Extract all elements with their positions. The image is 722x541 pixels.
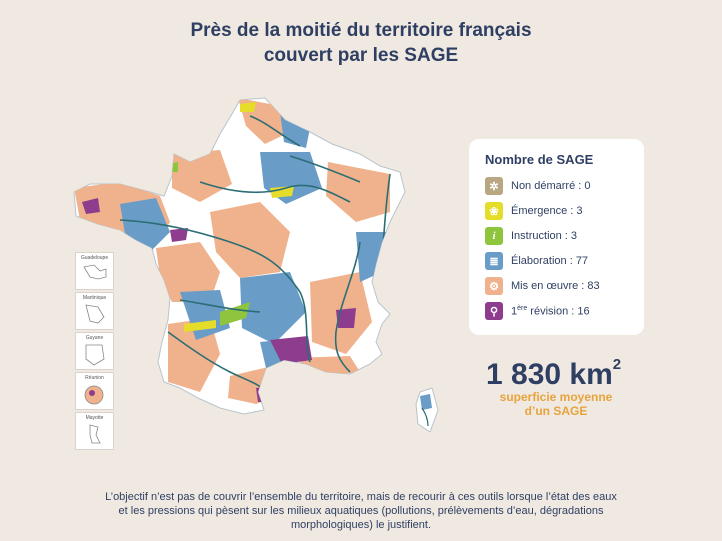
gear-icon: ⚙: [485, 277, 503, 295]
legend-label: Instruction : 3: [511, 230, 578, 242]
river-dordogne: [179, 299, 261, 313]
inset-label: Guyane: [85, 335, 104, 341]
inset-reunion: Réunion: [75, 372, 114, 410]
corsica-zone: [420, 394, 432, 410]
mayotte-shape: [89, 424, 101, 444]
document-icon: ≣: [485, 252, 503, 270]
sprout-icon: ❀: [485, 202, 503, 220]
zone-emergence-1: [240, 102, 256, 112]
zone-aquitaine: [168, 318, 220, 392]
inset-label: Mayotte: [85, 415, 104, 421]
footer-line-2: et les pressions qui pèsent sur les mili…: [118, 505, 604, 517]
zone-provence-purple: [270, 336, 312, 364]
footer-line-3: morphologiques) le justifient.: [290, 519, 432, 531]
martinique-shape: [85, 304, 105, 324]
footer-text: L’objectif n’est pas de couvrir l’ensemb…: [60, 490, 662, 532]
river-garonne: [167, 331, 267, 393]
legend-item-instruction: i Instruction : 3: [485, 226, 577, 246]
legend-label: Élaboration : 77: [511, 255, 589, 267]
inset-guyane: Guyane: [75, 332, 114, 370]
zone-emergence-3: [184, 320, 216, 332]
legend-label: 1ère révision : 16: [511, 304, 590, 318]
inset-mayotte: Mayotte: [75, 412, 114, 450]
legend-item-non-demarre: ✲ Non démarré : 0: [485, 176, 590, 196]
legend-panel: Nombre de SAGE ✲ Non démarré : 0 ❀ Émerg…: [469, 139, 644, 335]
zone-loire: [156, 242, 220, 302]
guadeloupe-shape: [83, 264, 107, 280]
river-marne: [289, 155, 361, 183]
page-title: Près de la moitié du territoire français…: [0, 18, 722, 68]
magnifier-icon: ⚲: [485, 302, 503, 320]
reunion-shape: [84, 385, 104, 405]
info-icon: i: [485, 227, 503, 245]
river-loire: [119, 219, 311, 363]
zone-loire-purple: [170, 228, 188, 242]
zone-emergence-2: [270, 186, 294, 198]
zone-centre: [210, 202, 290, 278]
title-line-1: Près de la moitié du territoire français: [190, 20, 532, 41]
legend-label: Mis en œuvre : 83: [511, 280, 600, 292]
river-rhone: [334, 241, 361, 373]
rivers: [119, 115, 391, 393]
title-line-2: couvert par les SAGE: [263, 45, 459, 66]
inset-label: Réunion: [85, 375, 104, 381]
compass-icon: ✲: [485, 177, 503, 195]
zone-massif-blue: [240, 272, 306, 344]
legend-label: Non démarré : 0: [511, 180, 591, 192]
legend-item-emergence: ❀ Émergence : 3: [485, 201, 583, 221]
footer-line-1: L’objectif n’est pas de couvrir l’ensemb…: [105, 491, 617, 503]
guyane-shape: [85, 344, 105, 366]
zone-normandy: [172, 150, 232, 202]
legend-title: Nombre de SAGE: [485, 152, 594, 167]
france-map: [73, 97, 439, 432]
inset-martinique: Martinique: [75, 292, 114, 330]
legend-item-mis-en-oeuvre: ⚙ Mis en œuvre : 83: [485, 276, 600, 296]
average-area-value: 1 830 km2: [486, 356, 622, 391]
river-seine: [199, 181, 351, 203]
zone-east: [326, 162, 390, 222]
river-somme: [249, 115, 301, 147]
sage-zones: [74, 98, 390, 404]
zone-alps-blue: [356, 232, 390, 282]
inset-guadeloupe: Guadeloupe: [75, 252, 114, 290]
zone-instruction-1: [220, 302, 250, 326]
corsica-river: [421, 407, 429, 427]
zone-alps-purple: [336, 308, 356, 328]
zone-brittany-purple: [82, 198, 100, 214]
average-area-caption: superficie moyenne d’un SAGE: [499, 390, 613, 418]
legend-item-revision: ⚲ 1ère révision : 16: [485, 301, 590, 321]
inset-label: Guadeloupe: [80, 255, 109, 261]
legend-item-elaboration: ≣ Élaboration : 77: [485, 251, 588, 271]
inset-label: Martinique: [82, 295, 107, 301]
legend-label: Émergence : 3: [511, 205, 583, 217]
